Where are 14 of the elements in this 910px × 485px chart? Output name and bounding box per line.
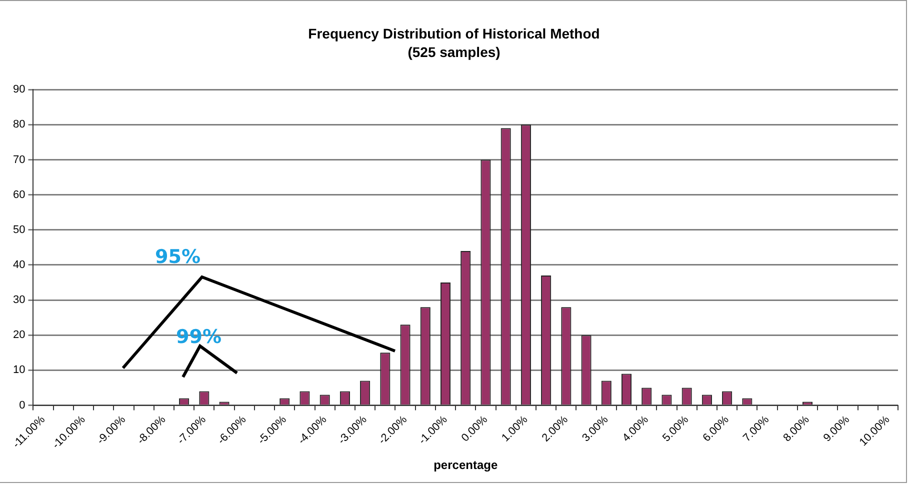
annotation: 95% <box>155 246 200 268</box>
y-tick-label: 20 <box>12 329 26 342</box>
chart-subtitle: (525 samples) <box>408 44 500 60</box>
y-tick-label: 0 <box>19 399 26 412</box>
chart-title: Frequency Distribution of Historical Method <box>308 25 600 42</box>
y-tick-label: 50 <box>12 224 26 236</box>
y-tick-label: 30 <box>12 294 26 306</box>
y-tick-label: 70 <box>12 154 26 166</box>
y-tick-label: 90 <box>12 84 26 96</box>
y-tick-label: 40 <box>12 259 26 272</box>
y-tick-label: 60 <box>12 188 26 201</box>
x-axis-title: percentage <box>434 458 498 472</box>
y-tick-label: 10 <box>12 364 26 376</box>
y-tick-label: 80 <box>12 118 26 131</box>
